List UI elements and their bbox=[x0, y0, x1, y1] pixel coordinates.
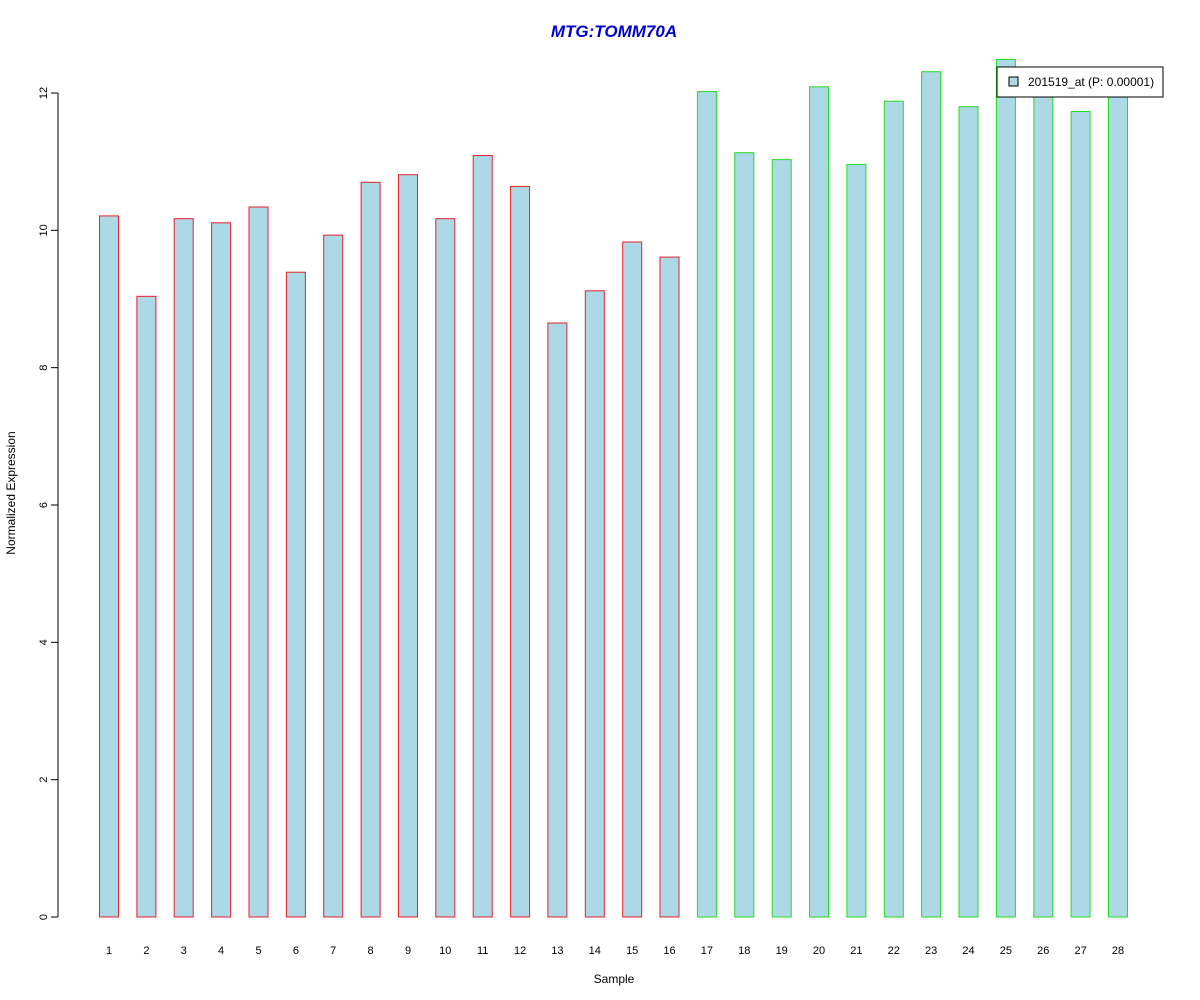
x-tick-label: 20 bbox=[813, 945, 825, 957]
x-tick-label: 19 bbox=[776, 945, 788, 957]
bar-sample-22 bbox=[883, 100, 904, 918]
x-tick-label: 18 bbox=[738, 945, 750, 957]
x-tick-label: 5 bbox=[255, 945, 261, 957]
bar-sample-14 bbox=[584, 290, 605, 918]
y-tick-label: 8 bbox=[38, 365, 50, 371]
bar-sample-5 bbox=[248, 206, 269, 918]
x-tick-label: 10 bbox=[439, 945, 451, 957]
x-tick-label: 21 bbox=[850, 945, 862, 957]
x-tick-label: 22 bbox=[888, 945, 900, 957]
x-tick-label: 3 bbox=[181, 945, 187, 957]
bar-sample-28 bbox=[1108, 91, 1128, 918]
legend-box bbox=[996, 66, 1164, 98]
y-tick-label: 6 bbox=[38, 502, 50, 508]
legend-swatch bbox=[1008, 76, 1019, 87]
bar-sample-21 bbox=[846, 163, 867, 918]
x-tick-label: 4 bbox=[218, 945, 224, 957]
x-tick-label: 27 bbox=[1074, 945, 1086, 957]
bar-sample-2 bbox=[136, 295, 157, 918]
bar-sample-19 bbox=[771, 159, 792, 918]
bar-sample-18 bbox=[734, 152, 755, 918]
bar-sample-15 bbox=[622, 241, 643, 918]
x-tick-label: 7 bbox=[330, 945, 336, 957]
x-tick-label: 13 bbox=[551, 945, 563, 957]
bar-sample-6 bbox=[285, 271, 306, 918]
bar-sample-25 bbox=[995, 58, 1016, 918]
bar-sample-17 bbox=[696, 91, 717, 918]
legend-label: 201519_at (P: 0.00001) bbox=[1028, 75, 1154, 89]
y-tick-label: 12 bbox=[38, 87, 50, 99]
x-axis-tick-labels: 1 2 3 4 5 6 7 8 9 10 11 12 13 14 15 16 17 18 19 20 21 22 23 24 2… bbox=[106, 945, 1124, 957]
bar-sample-9 bbox=[398, 174, 418, 918]
x-tick-label: 14 bbox=[589, 945, 601, 957]
x-tick-label: 17 bbox=[701, 945, 713, 957]
x-tick-label: 15 bbox=[626, 945, 638, 957]
bar-sample-7 bbox=[323, 234, 344, 918]
x-tick-label: 25 bbox=[1000, 945, 1012, 957]
x-tick-label: 23 bbox=[925, 945, 937, 957]
y-tick-label: 10 bbox=[38, 224, 50, 236]
x-tick-label: 26 bbox=[1037, 945, 1049, 957]
y-axis-label: Normalized Expression bbox=[4, 431, 18, 554]
x-axis-label: Sample bbox=[594, 972, 635, 986]
chart-title: MTG:TOMM70A bbox=[551, 22, 677, 41]
bars bbox=[99, 58, 1128, 918]
bar-sample-13 bbox=[547, 322, 568, 918]
x-tick-label: 28 bbox=[1112, 945, 1124, 957]
bar-sample-26 bbox=[1033, 91, 1054, 918]
bar-sample-20 bbox=[809, 86, 829, 918]
x-tick-label: 1 bbox=[106, 945, 112, 957]
x-tick-label: 8 bbox=[368, 945, 374, 957]
bar-sample-8 bbox=[360, 181, 381, 918]
bar-sample-4 bbox=[211, 222, 232, 918]
bar-sample-27 bbox=[1070, 111, 1091, 918]
y-tick-label: 0 bbox=[38, 914, 50, 920]
bar-sample-12 bbox=[510, 185, 531, 918]
x-tick-label: 6 bbox=[293, 945, 299, 957]
y-tick-label: 4 bbox=[38, 639, 50, 645]
bar-sample-16 bbox=[659, 256, 680, 918]
y-tick-label: 2 bbox=[38, 777, 50, 783]
bar-sample-1 bbox=[99, 215, 119, 918]
x-tick-label: 24 bbox=[962, 945, 974, 957]
bar-sample-11 bbox=[472, 155, 493, 918]
y-axis: 0 2 4 6 8 10 12 bbox=[38, 87, 59, 920]
x-tick-label: 16 bbox=[663, 945, 675, 957]
legend: 201519_at (P: 0.00001) bbox=[996, 66, 1164, 98]
x-tick-label: 12 bbox=[514, 945, 526, 957]
x-tick-label: 9 bbox=[405, 945, 411, 957]
bar-sample-3 bbox=[173, 218, 194, 918]
x-tick-label: 2 bbox=[143, 945, 149, 957]
bar-sample-24 bbox=[958, 106, 979, 918]
bar-sample-10 bbox=[435, 218, 456, 918]
x-tick-label: 11 bbox=[477, 945, 488, 957]
bar-sample-23 bbox=[921, 71, 942, 918]
